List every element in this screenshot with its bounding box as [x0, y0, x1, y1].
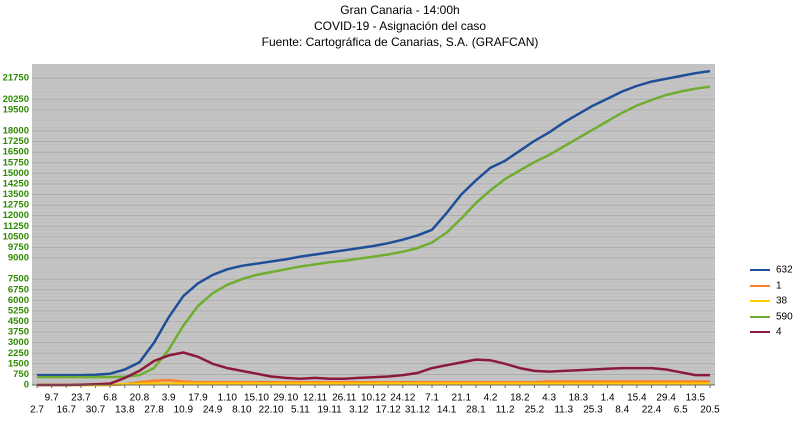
legend-label: 38 — [776, 296, 788, 307]
y-tick-label: 15750 — [3, 157, 29, 168]
x-tick-label: 31.12 — [405, 405, 430, 416]
x-tick-label: 24.9 — [203, 405, 223, 416]
x-tick-label: 18.3 — [569, 393, 589, 404]
y-tick-label: 9000 — [8, 253, 29, 264]
x-tick-label: 10.9 — [174, 405, 194, 416]
y-tick-label: 750 — [13, 369, 29, 380]
y-tick-label: 13500 — [3, 189, 29, 200]
x-tick-label: 17.9 — [188, 393, 208, 404]
y-tick-label: 5250 — [8, 305, 29, 316]
x-tick-label: 14.1 — [437, 405, 457, 416]
x-tick-label: 10.12 — [361, 393, 386, 404]
x-tick-label: 30.7 — [86, 405, 106, 416]
x-tick-label: 12.11 — [303, 393, 328, 404]
series-line — [37, 378, 710, 387]
y-tick-label: 6000 — [8, 295, 29, 306]
x-tick-label: 15.10 — [244, 393, 269, 404]
x-tick-label: 28.1 — [466, 405, 486, 416]
x-tick-label: 20.5 — [700, 405, 720, 416]
legend-label: 632 — [776, 265, 793, 276]
x-tick-label: 5.11 — [291, 405, 310, 416]
series-line — [37, 351, 710, 387]
x-tick-label: 3.9 — [162, 393, 176, 404]
x-tick-label: 9.7 — [45, 393, 59, 404]
x-tick-label: 1.10 — [217, 393, 237, 404]
x-tick-label: 7.1 — [425, 393, 439, 404]
x-tick-label: 8.4 — [615, 405, 629, 416]
x-tick-label: 13.5 — [686, 393, 706, 404]
legend-label: 590 — [776, 312, 793, 323]
x-tick-label: 4.3 — [542, 393, 556, 404]
x-tick-label: 27.8 — [144, 405, 164, 416]
x-tick-label: 29.4 — [656, 393, 676, 404]
y-tick-label: 4500 — [8, 316, 29, 327]
plot-area — [32, 64, 715, 385]
x-tick-label: 15.4 — [627, 393, 647, 404]
x-tick-label: 24.12 — [390, 393, 415, 404]
x-tick-label: 23.7 — [71, 393, 91, 404]
y-tick-label: 14250 — [3, 178, 29, 189]
y-tick-label: 9750 — [8, 242, 29, 253]
x-tick-label: 20.8 — [130, 393, 150, 404]
x-tick-label: 22.4 — [642, 405, 662, 416]
y-tick-label: 21750 — [3, 73, 29, 84]
y-tick-label: 12000 — [3, 210, 29, 221]
y-tick-label: 10500 — [3, 231, 29, 242]
x-tick-label: 6.8 — [103, 393, 117, 404]
y-tick-label: 20250 — [3, 94, 29, 105]
x-tick-label: 18.2 — [510, 393, 530, 404]
series-line — [37, 85, 711, 379]
y-tick-label: 19500 — [3, 104, 29, 115]
x-tick-label: 25.3 — [583, 405, 603, 416]
y-tick-label: 0 — [24, 380, 29, 391]
y-tick-label: 18000 — [3, 126, 29, 137]
x-tick-label: 11.2 — [496, 405, 515, 416]
x-tick-label: 21.1 — [452, 393, 472, 404]
y-tick-label: 2250 — [8, 348, 29, 359]
y-tick-label: 12750 — [3, 200, 29, 211]
y-tick-label: 6750 — [8, 284, 29, 295]
legend-label: 1 — [776, 281, 782, 292]
x-tick-label: 8.10 — [232, 405, 252, 416]
x-tick-label: 29.10 — [273, 393, 298, 404]
series-line — [37, 382, 710, 387]
x-tick-label: 2.7 — [30, 405, 44, 416]
y-tick-label: 1500 — [8, 358, 29, 369]
x-tick-label: 4.2 — [484, 393, 498, 404]
y-tick-label: 17250 — [3, 136, 29, 147]
chart-source: Fuente: Cartográfica de Canarias, S.A. (… — [262, 35, 539, 49]
x-tick-label: 16.7 — [57, 405, 77, 416]
x-tick-label: 13.8 — [115, 405, 135, 416]
chart-subtitle: COVID-19 - Asignación del caso — [314, 19, 486, 33]
x-tick-label: 1.4 — [601, 393, 615, 404]
y-tick-label: 11250 — [3, 221, 29, 232]
x-tick-label: 17.12 — [376, 405, 401, 416]
x-tick-label: 25.2 — [525, 405, 545, 416]
y-tick-label: 7500 — [8, 274, 29, 285]
x-tick-label: 19.11 — [317, 405, 342, 416]
x-tick-label: 11.3 — [554, 405, 573, 416]
x-tick-label: 3.12 — [349, 405, 369, 416]
series-line — [37, 69, 711, 377]
y-tick-label: 3750 — [8, 327, 29, 338]
y-tick-label: 16500 — [3, 147, 29, 158]
y-tick-label: 15000 — [3, 168, 29, 179]
x-tick-label: 6.5 — [674, 405, 688, 416]
x-tick-label: 26.11 — [332, 393, 357, 404]
legend-label: 4 — [776, 327, 782, 338]
x-tick-label: 22.10 — [259, 405, 284, 416]
chart-title: Gran Canaria - 14:00h — [340, 3, 459, 17]
y-tick-label: 3000 — [8, 337, 29, 348]
